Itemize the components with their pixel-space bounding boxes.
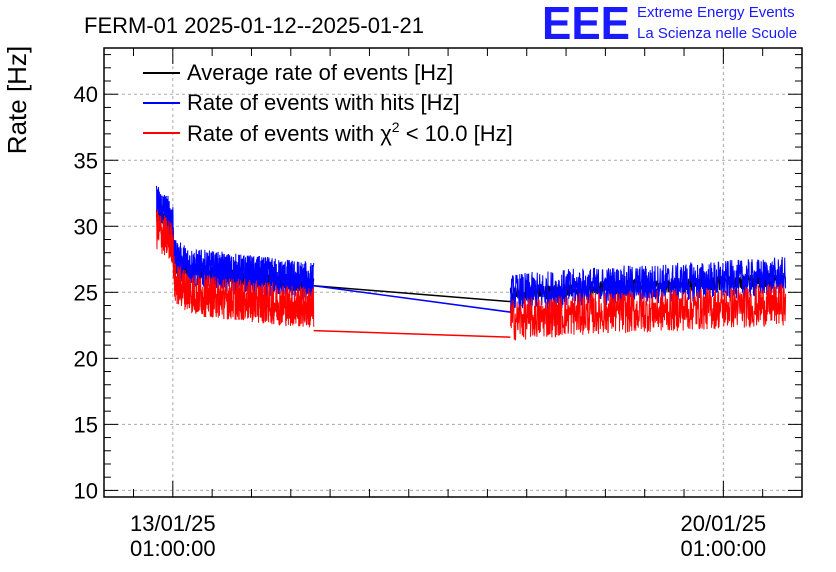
y-tick-label: 30 (74, 214, 98, 239)
plot-frame (103, 47, 803, 498)
series-gap-connector (313, 329, 511, 338)
x-tick-label-date: 20/01/25 (681, 511, 767, 536)
series-gap-connector (313, 284, 511, 313)
series-chi2 (155, 209, 787, 341)
series-gap-connector (313, 284, 511, 303)
x-tick-label-time: 01:00:00 (130, 536, 216, 561)
legend-label-hits: Rate of events with hits [Hz] (187, 90, 460, 115)
y-tick-label: 40 (74, 82, 98, 107)
y-tick-label: 20 (74, 346, 98, 371)
legend: Average rate of events [Hz] Rate of even… (143, 60, 513, 146)
chart-title: FERM-01 2025-01-12--2025-01-21 (84, 13, 424, 38)
series-segment (509, 283, 787, 341)
y-tick-label: 35 (74, 148, 98, 173)
x-tick-label-time: 01:00:00 (681, 536, 767, 561)
x-tick-label-date: 13/01/25 (130, 511, 216, 536)
series-segment (509, 256, 787, 314)
logo-line-2: La Scienza nelle Scuole (637, 25, 797, 42)
y-tick-label: 10 (74, 478, 98, 503)
y-axis-label: Rate [Hz] (2, 46, 32, 154)
y-tick-label: 15 (74, 412, 98, 437)
eee-logo-mark: EEE (542, 0, 630, 49)
eee-logo: EEE Extreme Energy Events La Scienza nel… (542, 0, 797, 49)
series-segment (155, 209, 315, 328)
legend-label-average: Average rate of events [Hz] (187, 60, 453, 85)
y-tick-label: 25 (74, 280, 98, 305)
series-lines (155, 185, 787, 341)
axes: 1015202530354013/01/2501:00:0020/01/2501… (74, 47, 803, 561)
legend-label-chi2: Rate of events with χ2 < 10.0 [Hz] (187, 119, 513, 146)
logo-line-1: Extreme Energy Events (637, 4, 795, 21)
